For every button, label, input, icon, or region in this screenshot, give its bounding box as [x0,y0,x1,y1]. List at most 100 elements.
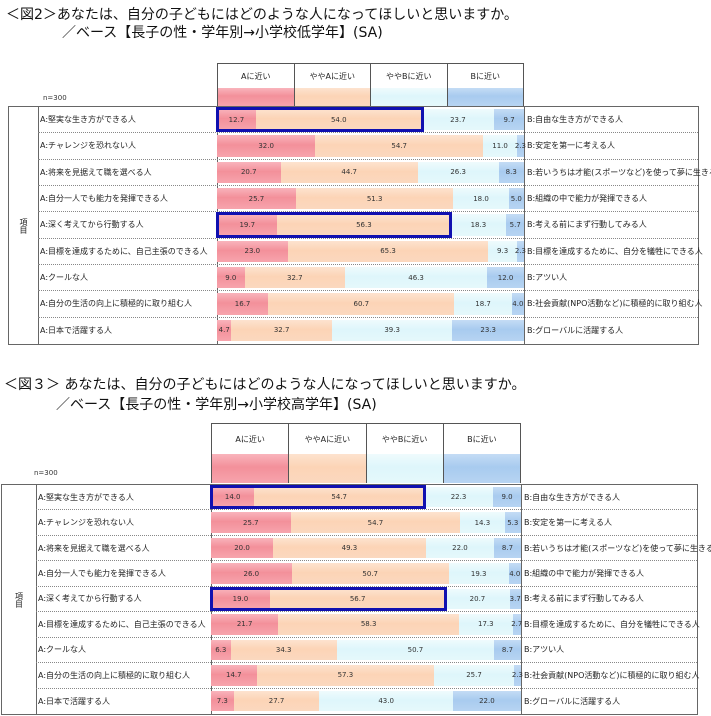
bar-segment-b-close: 2.3 [515,240,526,262]
legend-label: Aに近い [218,63,294,88]
b-label: B:グローバルに活躍する人 [527,326,624,336]
legend-label: ややAに近い [289,423,366,454]
highlight-box [210,485,426,510]
bar-segment-somewhat-a: 57.3 [256,665,435,686]
legend-swatch [289,454,366,483]
bar-segment-somewhat-b: 22.3 [423,487,494,508]
legend-label: ややBに近い [366,423,443,454]
legend-item: Aに近い [211,423,289,483]
bar-segment-a-close: 25.7 [217,188,296,210]
sample-size: n=300 [43,94,67,102]
bar-segment-a-close: 25.7 [211,512,291,533]
bar-segment-somewhat-b: 46.3 [345,267,488,289]
bar-segment-somewhat-a: 58.3 [278,614,459,635]
highlight-box [210,586,448,612]
b-label: B:グローバルに活躍する人 [524,696,621,706]
b-label: B:アツい人 [527,273,568,283]
b-label: B:考える前にまず行動してみる人 [524,594,644,604]
bar-segment-somewhat-a: 34.3 [230,639,337,661]
table-row: A:チャレンジを恐れない人 B:安定を第一に考える人 25.7 54.7 14.3 5.3 [36,510,697,536]
bar-segment-somewhat-b: 11.0 [483,135,517,157]
table-row: A:深く考えてから行動する人 B:考える前にまず行動してみる人 19.0 56.7 20… [36,586,697,613]
bar-segment-a-close: 14.0 [211,487,255,508]
a-label: A:自分の生活の向上に積極的に取り組む人 [40,299,193,309]
bar-segment-b-close: 3.7 [509,588,521,610]
bar-segment-b-close: 4.0 [508,563,521,584]
bar-segment-a-close: 20.7 [217,161,281,183]
group-label: 項目 [2,485,37,714]
stacked-bar: 25.7 54.7 14.3 5.3 [211,512,521,533]
table-row: A:将来を見据えて職を選べる人 B:若いうちは才能(スポーツなど)を使って夢に生き… [38,160,711,186]
b-label: B:自由な生き方ができる人 [524,492,621,502]
bar-segment-a-close: 14.7 [211,665,257,686]
bar-segment-a-close: 26.0 [211,563,292,584]
b-label: B:社会貢献(NPO活動など)に積極的に取り組む人 [524,670,700,680]
b-label: B:組織の中で能力が発揮できる人 [524,569,645,579]
legend-swatch [294,88,370,106]
legend-label: Bに近い [447,63,523,88]
a-label: A:将来を見据えて職を選べる人 [40,167,152,177]
bar-segment-somewhat-b: 20.7 [445,588,510,610]
bar-segment-a-close: 6.3 [211,639,231,661]
bar-area-right-border [524,107,525,344]
table-row: A:自分の生活の向上に積極的に取り組む人 B:社会貢献(NPO活動など)に積極的に… [36,663,700,689]
b-label: B:目標を達成するために、自分を犠牲にできる人 [527,246,703,256]
b-label: B:自由な生き方ができる人 [527,115,624,125]
bar-segment-somewhat-a: 51.3 [295,188,454,210]
stacked-bar: 20.0 49.3 22.0 8.7 [211,537,521,559]
bar-segment-b-close: 22.0 [452,690,521,711]
bar-segment-somewhat-a: 56.3 [277,214,451,236]
stacked-bar: 7.3 27.7 43.0 22.0 [211,690,521,711]
stacked-bar: 25.7 51.3 18.0 5.0 [217,188,524,210]
a-label: A:日本で活躍する人 [40,326,113,336]
bar-segment-a-close: 19.0 [211,588,270,610]
table-row: A:堅実な生き方ができる人 B:自由な生き方ができる人 14.0 54.7 22.3 9.… [36,485,697,511]
legend-item: ややAに近い [288,423,366,483]
bar-segment-a-close: 20.0 [211,537,273,559]
bar-segment-a-close: 12.7 [217,109,256,131]
bar-segment-somewhat-b: 9.3 [488,240,517,262]
bar-segment-a-close: 9.0 [217,267,245,289]
bar-segment-b-close: 2.3 [512,665,523,686]
bar-segment-somewhat-a: 65.3 [287,240,489,262]
bar-segment-b-close: 8.7 [494,639,521,661]
bar-segment-somewhat-a: 54.7 [290,512,461,533]
table-frame: 項目 A:堅実な生き方ができる人 B:自由な生き方ができる人 14.0 54.7 22.3… [1,484,711,715]
bar-segment-b-close: 12.0 [487,267,524,289]
table-frame: 項目 A:堅実な生き方ができる人 B:自由な生き方ができる人 12.7 54.0 23.7… [8,106,711,345]
bar-segment-a-close: 23.0 [217,240,288,262]
chart-subtitle: ／ベース【長子の性・学年別→小学校低学年】(SA) [62,25,383,41]
legend-item: Bに近い [442,423,521,483]
highlight-box [216,107,424,133]
stacked-bar: 14.7 57.3 25.7 2.3 [211,665,523,686]
legend: Aに近い ややAに近い ややBに近い Bに近い [217,63,524,106]
stacked-bar: 26.0 50.7 19.3 4.0 [211,563,521,584]
stacked-bar: 32.0 54.7 11.0 2.3 [217,135,526,157]
legend-swatch [371,88,447,106]
table-row: A:目標を達成するために、自己主張のできる人 B:目標を達成するために、自分を犠牲… [38,239,703,265]
chart-title: ＜図３＞ あなたは、自分の子どもにはどのような人になってほしいと思いますか。 [4,377,526,393]
bar-segment-b-close: 9.0 [493,487,521,508]
bar-segment-somewhat-b: 18.7 [454,293,512,315]
bar-segment-somewhat-b: 50.7 [336,639,494,661]
stacked-bar: 19.7 56.3 18.3 5.7 [217,214,524,236]
bar-segment-a-close: 32.0 [217,135,316,157]
legend: Aに近い ややAに近い ややBに近い Bに近い [211,423,521,483]
stacked-bar: 9.0 32.7 46.3 12.0 [217,267,524,289]
a-label: A:深く考えてから行動する人 [38,594,142,604]
bar-segment-somewhat-a: 54.7 [315,135,484,157]
bar-segment-b-close: 2.7 [511,614,522,635]
bar-segment-a-close: 21.7 [211,614,279,635]
bar-segment-somewhat-a: 56.7 [269,588,446,610]
bar-segment-somewhat-b: 17.3 [458,614,513,635]
legend-item: ややBに近い [370,63,447,106]
legend-swatch [366,454,443,483]
bar-segment-b-close: 5.0 [508,188,524,210]
legend-label: ややAに近い [294,63,370,88]
bar-segment-a-close: 16.7 [217,293,269,315]
bar-segment-a-close: 19.7 [217,214,278,236]
bar-segment-b-close: 4.0 [511,293,524,315]
b-label: B:目標を達成するために、自分を犠牲にできる人 [524,619,700,629]
bar-segment-b-close: 8.7 [494,537,521,559]
bar-segment-b-close: 5.7 [506,214,524,236]
